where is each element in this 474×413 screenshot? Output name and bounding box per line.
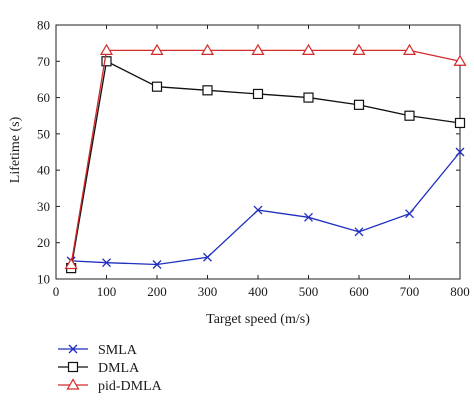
x-tick-label: 300 <box>198 284 218 299</box>
pid-dmla-line <box>70 49 461 265</box>
smla-point <box>405 209 414 219</box>
pid-dmla-point <box>99 43 114 56</box>
pid-dmla-point <box>402 43 417 56</box>
data-series <box>64 43 467 274</box>
smla-point <box>203 252 212 262</box>
y-tick-label: 80 <box>37 18 50 33</box>
pid-dmla-point <box>301 43 316 56</box>
y-tick-label: 50 <box>37 126 50 141</box>
legend-label: SMLA <box>98 343 138 358</box>
x-marker-stroke <box>152 260 162 269</box>
x-marker-stroke <box>253 205 263 215</box>
dmla-point <box>454 117 466 129</box>
legend-swatch-marker <box>67 361 79 373</box>
x-tick-label: 100 <box>97 284 117 299</box>
legend-item-pid-dmla: pid-DMLA <box>58 378 163 394</box>
x-tick-label: 800 <box>450 284 470 299</box>
y-tick-label: 10 <box>37 272 50 287</box>
dmla-point <box>353 99 365 110</box>
dmla-point <box>151 81 163 92</box>
x-axis-label: Target speed (m/s) <box>206 312 310 327</box>
smla-point <box>102 258 111 268</box>
x-marker-stroke <box>405 209 414 219</box>
x-tick-label: 700 <box>400 284 420 299</box>
x-marker-stroke <box>455 147 465 157</box>
legend-swatch-marker <box>68 344 78 354</box>
legend-item-smla: SMLA <box>58 343 138 358</box>
plot-border <box>55 24 461 280</box>
x-tick-label: 600 <box>349 284 369 299</box>
y-tick-label: 40 <box>37 163 50 178</box>
dmla-point <box>252 88 264 100</box>
pid-dmla-point <box>64 257 78 270</box>
smla-point <box>304 212 313 222</box>
x-marker-stroke <box>203 252 212 262</box>
dmla-point <box>303 92 314 103</box>
legend-label: DMLA <box>98 361 140 376</box>
y-tick-label: 30 <box>37 199 50 214</box>
smla-point <box>152 260 162 269</box>
plot-area <box>55 24 461 280</box>
x-marker-stroke <box>68 344 78 354</box>
dmla-point <box>404 110 415 121</box>
x-tick-label: 0 <box>53 284 60 299</box>
axis-ticks: 0 100 200 300 400 500 600 700 800 10 20 30 40 50 60 70 8… <box>37 18 470 300</box>
x-tick-label: 500 <box>299 284 319 299</box>
dmla-point <box>101 56 112 67</box>
smla-point <box>354 227 364 237</box>
x-marker-stroke <box>304 212 313 222</box>
pid-dmla-point <box>352 43 366 56</box>
x-marker-stroke <box>102 258 111 268</box>
pid-dmla-point <box>150 43 164 56</box>
dmla-point <box>202 85 213 96</box>
smla-line <box>71 151 461 266</box>
legend-swatch-marker <box>66 378 80 390</box>
y-tick-label: 20 <box>37 235 50 250</box>
x-tick-label: 400 <box>248 284 268 299</box>
y-tick-label: 60 <box>37 90 50 105</box>
smla-point <box>455 147 465 157</box>
legend-item-dmla: DMLA <box>58 361 140 376</box>
smla-point <box>253 205 263 215</box>
pid-dmla-point <box>200 43 215 56</box>
legend: SMLA DMLA pid-DMLA <box>58 343 163 394</box>
y-tick-label: 70 <box>37 54 50 69</box>
x-marker-stroke <box>354 227 364 237</box>
dmla-line <box>70 60 461 269</box>
x-tick-label: 200 <box>147 284 167 299</box>
legend-label: pid-DMLA <box>98 379 163 394</box>
pid-dmla-point <box>453 54 467 66</box>
pid-dmla-point <box>251 43 265 56</box>
y-axis-label: Lifetime (s) <box>8 116 23 183</box>
